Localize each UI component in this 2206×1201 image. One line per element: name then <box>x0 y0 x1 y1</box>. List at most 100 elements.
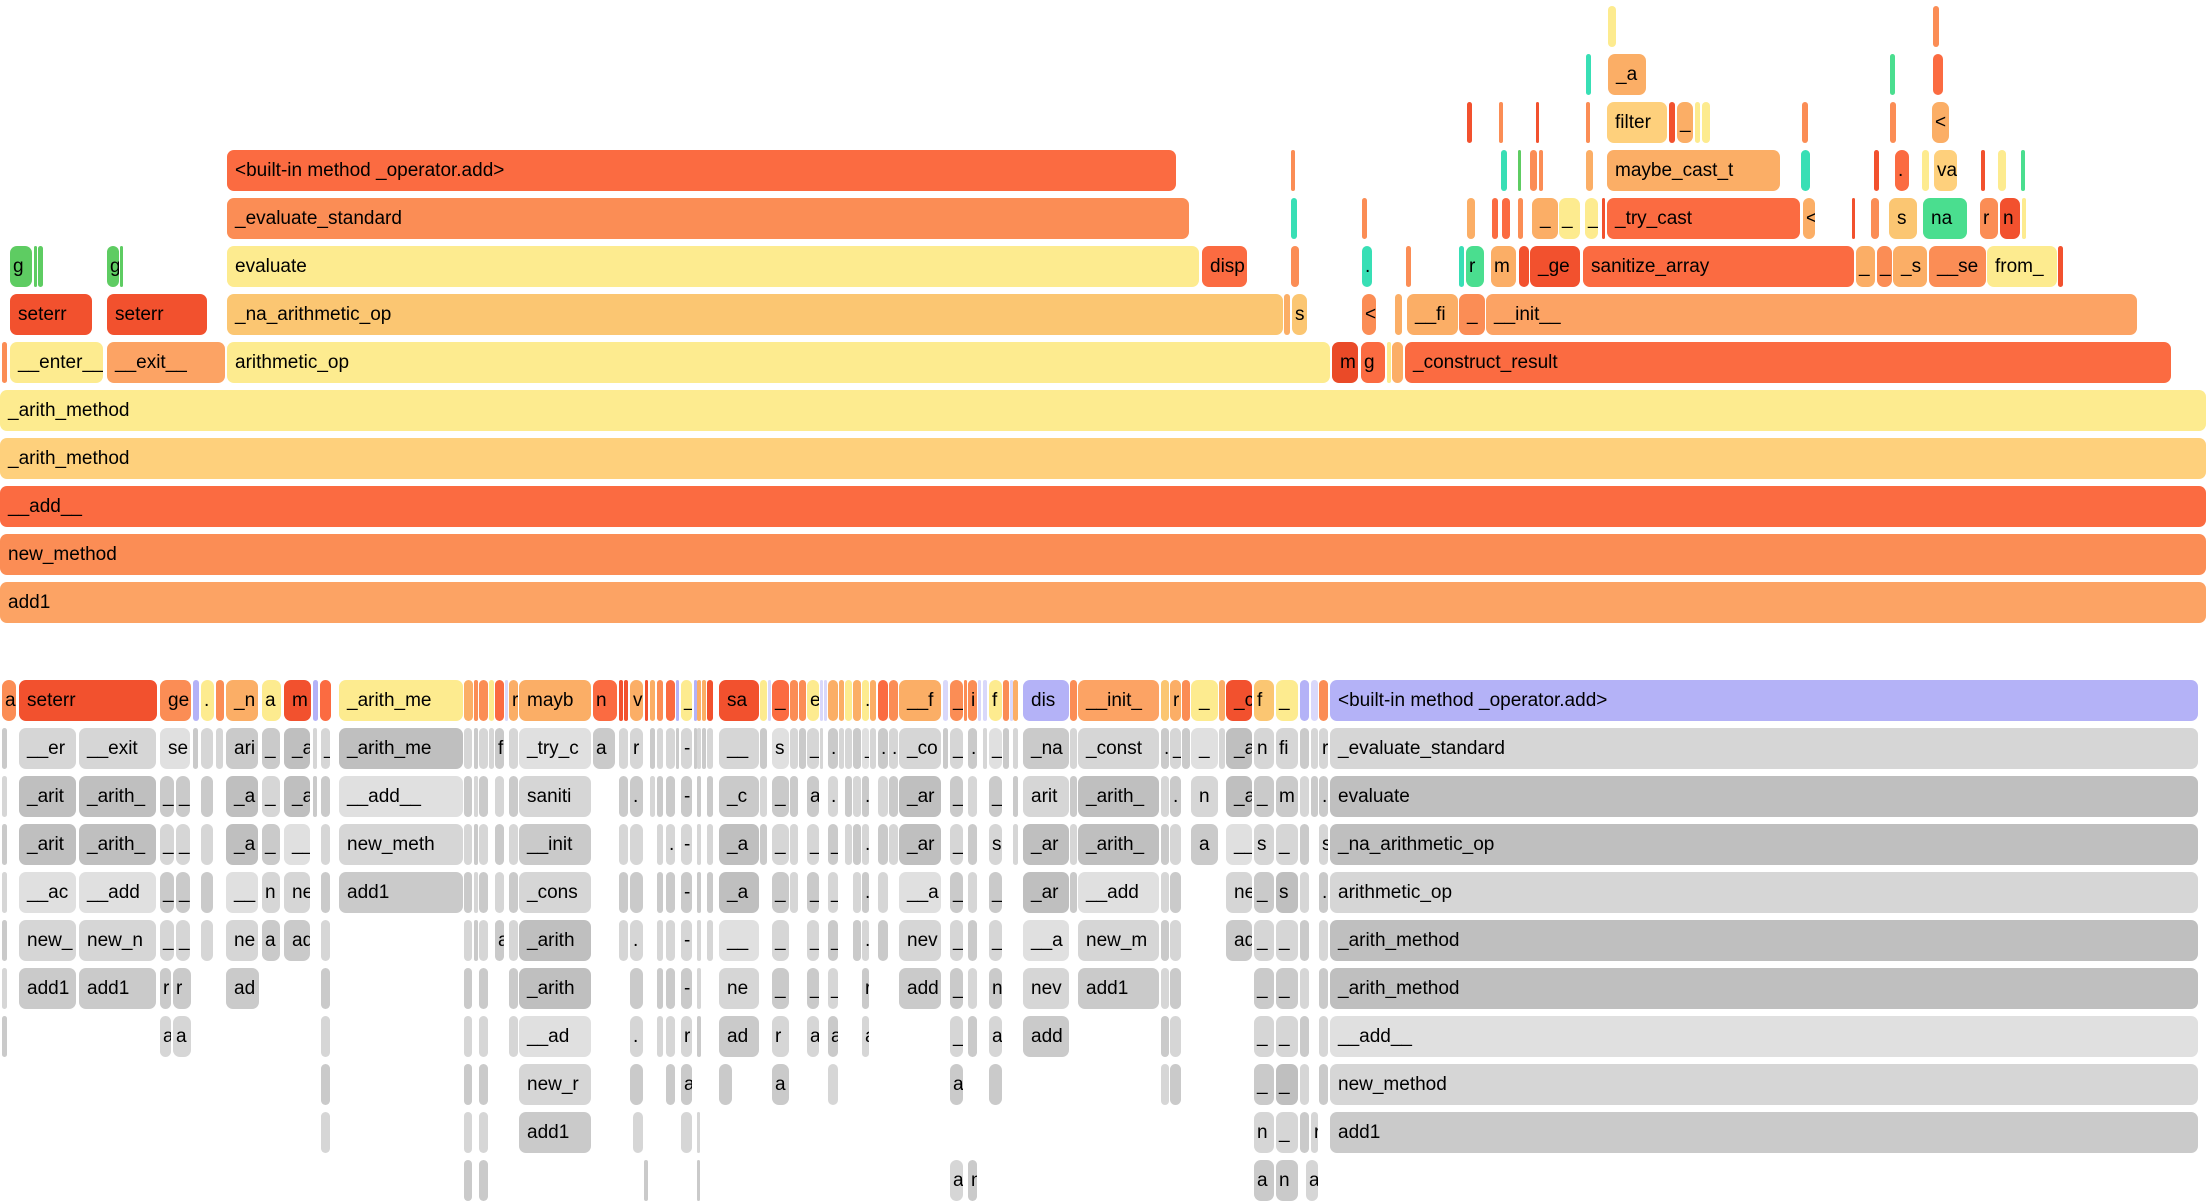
frame[interactable]: new_n <box>79 920 156 961</box>
frame[interactable] <box>697 776 701 817</box>
frame[interactable] <box>1319 1016 1328 1057</box>
frame[interactable]: ne <box>719 968 759 1009</box>
frame[interactable] <box>1013 824 1018 865</box>
frame[interactable] <box>619 872 628 913</box>
frame[interactable] <box>1406 246 1411 287</box>
frame[interactable]: _const <box>1078 728 1159 769</box>
frame[interactable] <box>1013 776 1018 817</box>
frame[interactable] <box>201 776 213 817</box>
frame[interactable] <box>479 728 488 769</box>
frame[interactable] <box>1539 150 1543 191</box>
frame[interactable] <box>790 680 798 721</box>
frame[interactable] <box>707 728 713 769</box>
frame[interactable]: a <box>681 1064 692 1105</box>
frame[interactable] <box>464 728 472 769</box>
frame[interactable] <box>1802 102 1808 143</box>
frame[interactable] <box>1467 102 1472 143</box>
frame[interactable] <box>968 824 977 865</box>
frame[interactable] <box>1890 102 1896 143</box>
frame[interactable]: _ <box>828 920 838 961</box>
frame[interactable] <box>495 680 504 721</box>
frame[interactable] <box>495 824 504 865</box>
frame[interactable] <box>321 920 330 961</box>
frame[interactable] <box>2 776 7 817</box>
frame[interactable]: s <box>772 728 789 769</box>
frame[interactable]: _c <box>1226 680 1252 721</box>
frame[interactable] <box>1013 728 1018 769</box>
frame[interactable]: a <box>772 1064 789 1105</box>
frame[interactable] <box>989 1064 1002 1105</box>
frame[interactable]: _ <box>1856 246 1875 287</box>
frame[interactable]: __ <box>1226 824 1252 865</box>
frame[interactable]: _n <box>226 680 258 721</box>
frame[interactable]: _ <box>1254 920 1274 961</box>
frame[interactable] <box>509 872 518 913</box>
frame[interactable]: fi <box>1276 728 1298 769</box>
frame[interactable] <box>870 680 876 721</box>
frame[interactable]: g <box>1361 342 1385 383</box>
frame[interactable]: _arith_method <box>0 438 2206 479</box>
frame[interactable]: add1 <box>1330 1112 2198 1153</box>
frame[interactable] <box>707 872 713 913</box>
frame[interactable] <box>321 824 330 865</box>
frame[interactable]: _ <box>807 920 819 961</box>
frame[interactable] <box>657 920 663 961</box>
frame[interactable] <box>1501 150 1507 191</box>
frame[interactable]: n <box>989 968 1002 1009</box>
frame[interactable]: _ <box>772 920 789 961</box>
frame[interactable] <box>1852 198 1855 239</box>
frame[interactable]: saniti <box>519 776 591 817</box>
frame[interactable] <box>681 1112 692 1153</box>
frame[interactable] <box>697 1112 700 1153</box>
frame[interactable]: seterr <box>107 294 207 335</box>
frame[interactable] <box>1586 54 1591 95</box>
frame[interactable] <box>657 872 663 913</box>
frame[interactable]: . <box>666 824 675 865</box>
frame[interactable] <box>697 968 701 1009</box>
frame[interactable] <box>828 1064 838 1105</box>
frame[interactable]: _ <box>1276 1016 1298 1057</box>
frame[interactable] <box>1874 150 1879 191</box>
frame[interactable] <box>968 1016 977 1057</box>
frame[interactable] <box>697 728 701 769</box>
frame[interactable] <box>1161 968 1169 1009</box>
frame[interactable]: s <box>1319 824 1328 865</box>
frame[interactable] <box>1070 776 1077 817</box>
frame[interactable]: _arith_method <box>1330 968 2198 1009</box>
frame[interactable] <box>193 728 198 769</box>
frame[interactable]: __a <box>1023 920 1069 961</box>
frame[interactable]: _ar <box>1023 824 1069 865</box>
frame[interactable] <box>1070 872 1077 913</box>
frame[interactable]: _a <box>719 872 759 913</box>
frame[interactable] <box>201 872 213 913</box>
frame[interactable] <box>201 728 213 769</box>
frame[interactable] <box>2 824 7 865</box>
frame[interactable] <box>479 968 488 1009</box>
frame[interactable] <box>870 728 876 769</box>
frame[interactable]: new_r <box>519 1064 591 1105</box>
frame[interactable]: _ <box>772 680 789 721</box>
frame[interactable] <box>657 680 663 721</box>
frame[interactable] <box>697 680 701 721</box>
frame[interactable]: add1 <box>19 968 76 1009</box>
frame[interactable] <box>1300 776 1309 817</box>
frame[interactable] <box>464 1160 472 1201</box>
frame[interactable]: new_meth <box>339 824 463 865</box>
frame[interactable]: a <box>1191 824 1218 865</box>
frame[interactable]: ne <box>1226 872 1252 913</box>
frame[interactable]: _ <box>950 728 963 769</box>
frame[interactable] <box>1161 680 1169 721</box>
frame[interactable]: . <box>630 776 643 817</box>
frame[interactable] <box>1300 1016 1309 1057</box>
frame[interactable] <box>824 680 827 721</box>
frame[interactable]: __fi <box>1407 294 1458 335</box>
frame[interactable] <box>768 680 771 721</box>
frame[interactable]: a <box>1306 1160 1318 1201</box>
frame[interactable] <box>321 776 330 817</box>
frame[interactable]: . <box>862 680 869 721</box>
frame[interactable]: _ <box>176 824 190 865</box>
frame[interactable] <box>676 728 679 769</box>
frame[interactable]: f <box>495 728 504 769</box>
frame[interactable] <box>193 680 199 721</box>
frame[interactable]: _ <box>262 824 280 865</box>
